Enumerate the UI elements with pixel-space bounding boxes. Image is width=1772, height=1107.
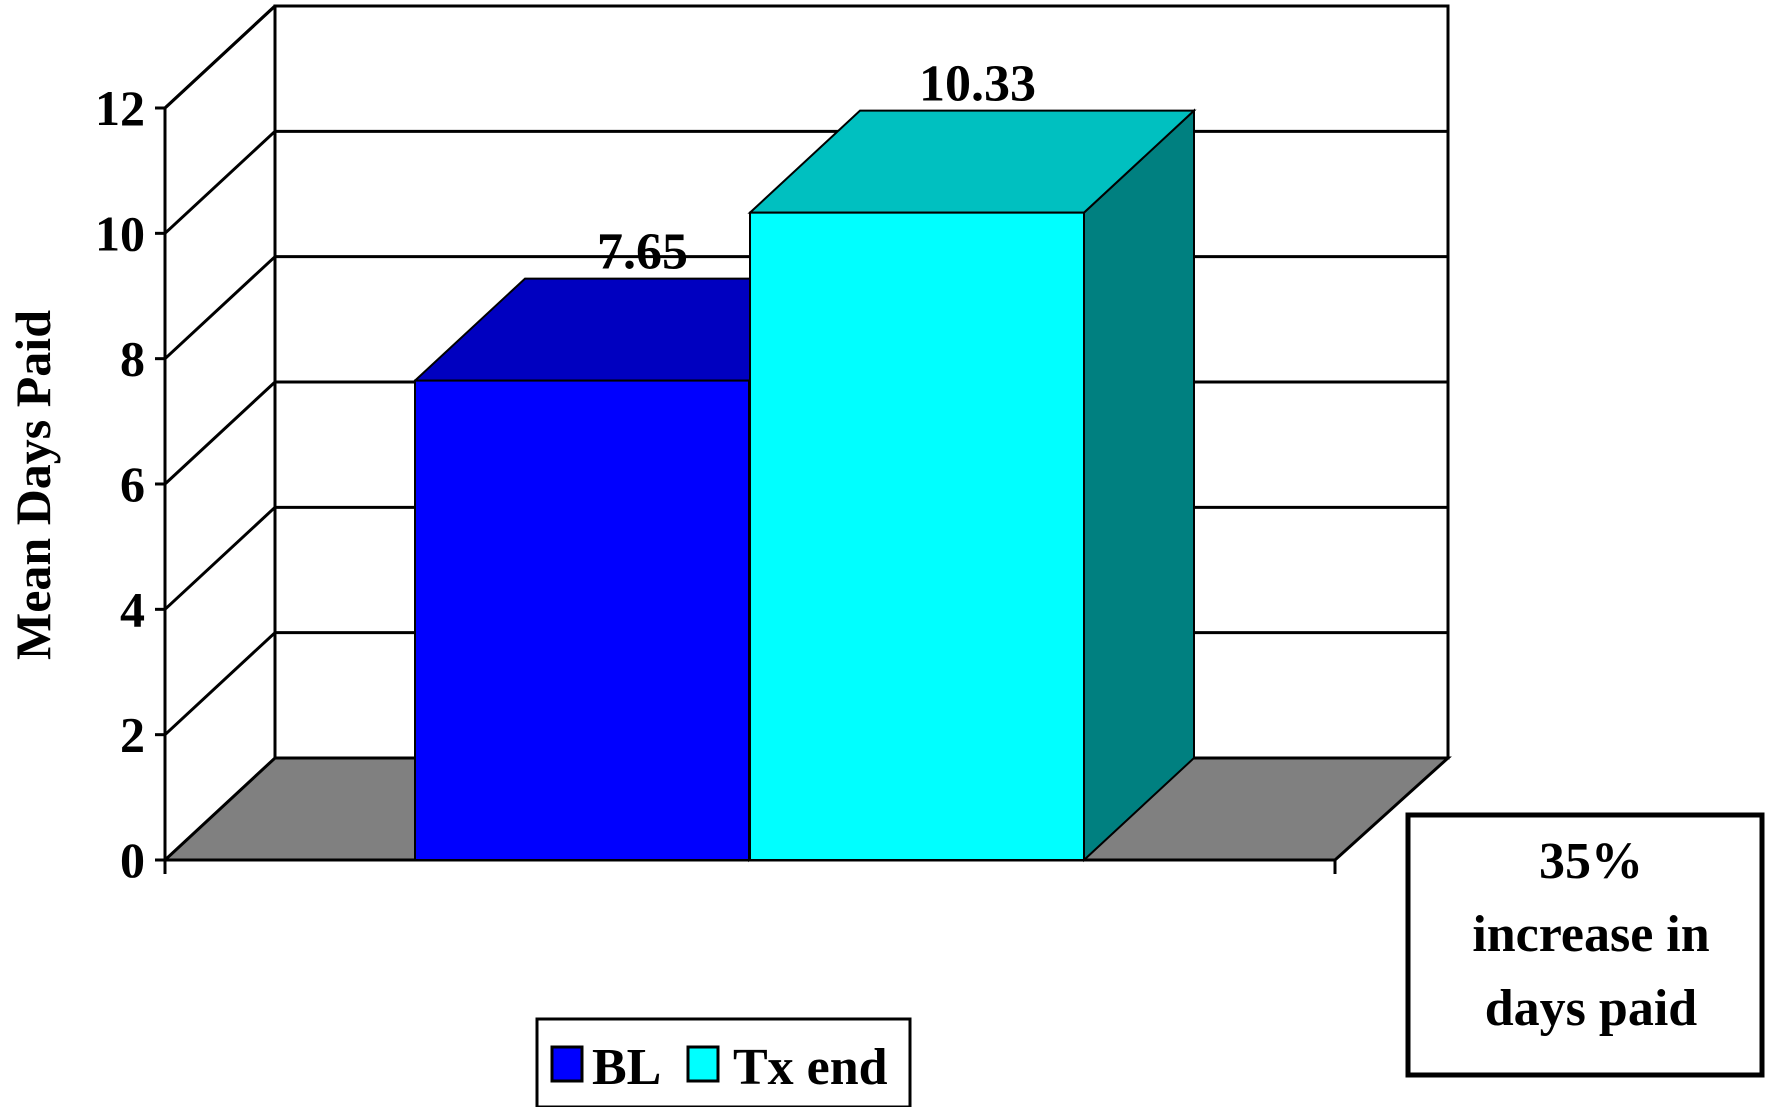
bar-side-1 (1083, 108, 1195, 863)
gridline-side (163, 255, 277, 360)
legend-swatch-tx-end (686, 1045, 720, 1083)
y-tick-label: 2 (120, 707, 145, 763)
y-tick-label: 0 (120, 832, 145, 888)
legend-label-bl: BL (592, 1039, 661, 1096)
gridline-side (163, 130, 277, 235)
gridline-side (163, 631, 277, 736)
y-tick-label: 4 (120, 581, 145, 637)
gridline-side-top (163, 4, 277, 110)
bar-front-1 (749, 211, 1085, 862)
legend: BL Tx end (535, 1017, 912, 1107)
y-tick-labels: 0 2 4 6 8 10 12 (95, 80, 145, 888)
data-labels: 7.65 10.33 (597, 56, 1036, 281)
annotation-callout: 35% increase in days paid (1405, 812, 1765, 1078)
annotation-box (1405, 812, 1765, 1078)
data-label-1: 10.33 (919, 56, 1036, 113)
annotation-line-1: 35% (1539, 833, 1643, 890)
gridline-side (163, 380, 277, 486)
gridline-side (163, 506, 277, 611)
y-axis-title: Mean Days Paid (5, 310, 61, 660)
y-tick-label: 12 (95, 80, 145, 136)
y-tick-label: 8 (120, 331, 145, 387)
legend-box (535, 1017, 912, 1107)
annotation-line-3: days paid (1485, 980, 1698, 1037)
y-tick-label: 10 (95, 205, 145, 261)
bar-front-0 (414, 379, 750, 861)
legend-label-tx-end: Tx end (733, 1039, 888, 1096)
legend-swatch-bl (550, 1045, 584, 1083)
bars (412, 108, 1197, 863)
annotation-line-2: increase in (1472, 906, 1709, 963)
y-tick-label: 6 (120, 456, 145, 512)
data-label-0: 7.65 (597, 224, 688, 281)
